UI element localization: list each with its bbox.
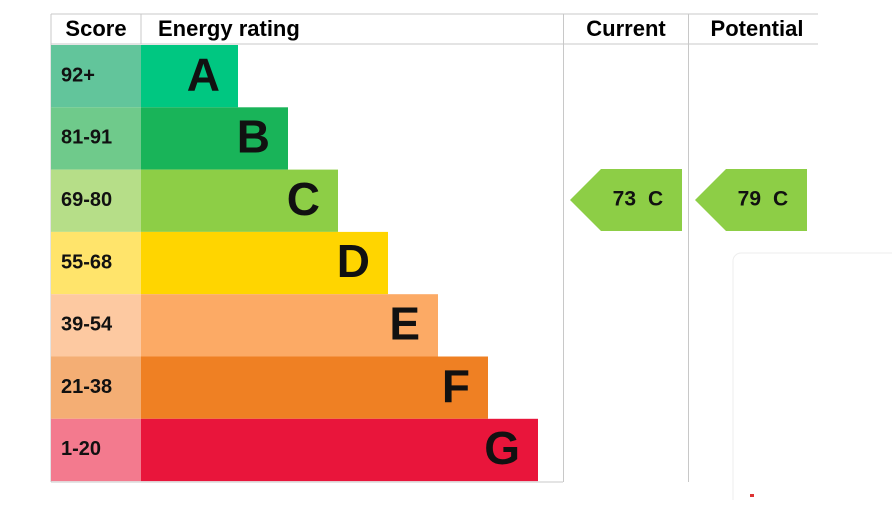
rating-letter: E bbox=[389, 298, 420, 350]
popup-card bbox=[732, 252, 892, 505]
header-current: Current bbox=[586, 16, 666, 41]
score-label: 69-80 bbox=[61, 189, 112, 211]
rating-bar bbox=[141, 418, 538, 482]
rating-bar bbox=[141, 45, 238, 108]
score-cell bbox=[51, 107, 141, 170]
potential-letter: C bbox=[773, 188, 788, 211]
rating-letter: C bbox=[287, 173, 320, 225]
rating-bar bbox=[141, 169, 338, 232]
score-label: 55-68 bbox=[61, 251, 112, 273]
score-label: 92+ bbox=[61, 64, 95, 86]
score-cell bbox=[51, 231, 141, 295]
rating-bar bbox=[141, 231, 388, 295]
score-cell bbox=[51, 294, 141, 357]
rating-letter: F bbox=[442, 360, 470, 412]
rating-bar bbox=[141, 356, 488, 419]
header-rating: Energy rating bbox=[158, 16, 300, 41]
score-cell bbox=[51, 356, 141, 419]
current-letter: C bbox=[648, 188, 663, 211]
header-potential: Potential bbox=[711, 16, 804, 41]
current-arrow bbox=[570, 169, 682, 231]
potential-value: 79 bbox=[738, 188, 761, 211]
rating-bar bbox=[141, 107, 288, 170]
score-label: 1-20 bbox=[61, 438, 101, 460]
score-cell bbox=[51, 169, 141, 232]
rating-letter: A bbox=[187, 48, 220, 100]
rating-letter: D bbox=[337, 235, 370, 287]
score-label: 81-91 bbox=[61, 127, 112, 149]
rating-bar bbox=[141, 294, 438, 357]
rating-letter: B bbox=[237, 111, 270, 163]
score-label: 21-38 bbox=[61, 376, 112, 398]
score-cell bbox=[51, 418, 141, 482]
score-label: 39-54 bbox=[61, 314, 113, 336]
current-value: 73 bbox=[613, 188, 636, 211]
score-cell bbox=[51, 45, 141, 108]
header-score: Score bbox=[65, 16, 126, 41]
potential-arrow bbox=[695, 169, 807, 231]
rating-letter: G bbox=[484, 422, 520, 474]
